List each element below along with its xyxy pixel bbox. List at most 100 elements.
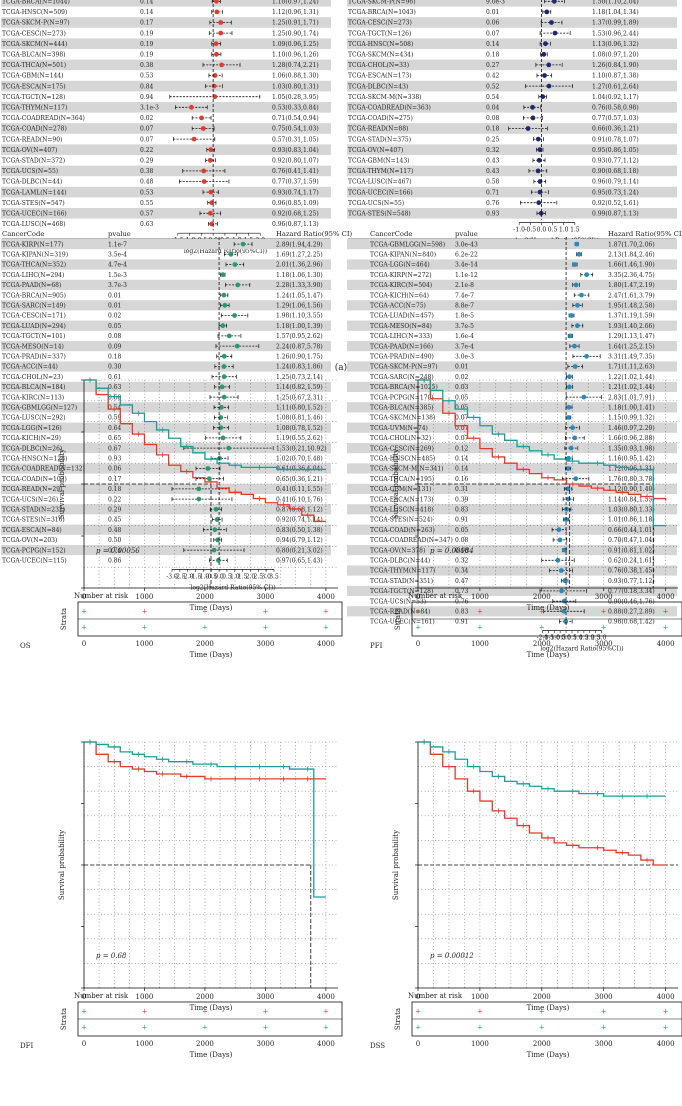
forest-row-band	[347, 102, 677, 113]
km-risk-mark: +	[477, 1008, 483, 1016]
forest-row-pvalue: 1.5e-3	[108, 272, 127, 279]
forest-row-hr: 0.99(0.87,1.13)	[592, 211, 639, 218]
forest-row-band	[347, 0, 677, 7]
forest-row-pvalue: 0.02	[455, 374, 469, 381]
forest-x-tick-label: 1.0	[573, 635, 583, 642]
forest-row-pvalue: 0.22	[108, 496, 122, 503]
forest-row-hr: 1.16(0.95,1.42)	[608, 456, 655, 463]
forest-point	[220, 272, 226, 278]
forest-row-band	[1, 80, 331, 92]
forest-row-hr: 0.80(0.21,3.02)	[276, 547, 323, 554]
km-risk-mark: +	[81, 624, 87, 632]
forest-row-code: TCGA-GBM(N=131)	[370, 486, 432, 493]
forest-row-hr: 1.24(0.83,1.86)	[276, 364, 323, 371]
forest-row-code: TCGA-GBM(N=144)	[2, 73, 64, 80]
forest-point	[552, 30, 558, 36]
forest-point	[573, 476, 579, 482]
forest-point	[556, 527, 562, 533]
km-y-label: Survival probability	[58, 449, 66, 519]
forest-row-band	[1, 402, 331, 413]
forest-row-pvalue: 0.01	[108, 303, 121, 310]
forest-row-hr: 1.04(0.92,1.17)	[592, 94, 639, 101]
figure-caption: (a)	[335, 362, 347, 373]
forest-row-band	[347, 38, 677, 49]
forest-point	[562, 547, 567, 553]
forest-point	[240, 241, 246, 247]
forest-row-code: TCGA-DLBC(N=43)	[348, 83, 408, 90]
forest-row-band	[347, 59, 677, 71]
forest-row-hr: 0.93(0.83,1.04)	[272, 147, 319, 154]
forest-point	[217, 455, 222, 461]
km-risk-mark: +	[663, 1008, 669, 1016]
forest-point	[214, 0, 219, 4]
forest-row-hr: 1.18(1.00,1.41)	[608, 405, 655, 412]
forest-row-hr: 1.10(0.87,1.38)	[592, 73, 639, 80]
forest-row-pvalue: 0.91	[455, 619, 468, 626]
forest-row-hr: 1.25(0.91,1.71)	[272, 20, 319, 27]
km-risk-x-tick-label: 0	[416, 1040, 420, 1048]
forest-row-code: TCGA-HNSC(N=485)	[370, 456, 435, 463]
forest-row-hr: 1.12(0.90,1.40)	[608, 486, 655, 493]
forest-row-pvalue: 0.06	[486, 20, 500, 27]
km-curve-series-1	[418, 379, 666, 527]
forest-point	[207, 157, 213, 163]
forest-row-pvalue: 0.12	[455, 445, 469, 452]
forest-row-band	[1, 17, 331, 28]
forest-point	[218, 20, 224, 25]
forest-row-code: TCGA-UVM(N=74)	[370, 425, 428, 432]
forest-row-hr: 0.93(0.77,1.12)	[608, 578, 655, 585]
forest-row-hr: 2.01(1.36,2.96)	[276, 262, 323, 269]
forest-x-tick-label: 0.5	[567, 635, 577, 642]
forest-row-hr: 1.10(0.97,1.24)	[272, 0, 319, 6]
forest-row-hr: 1.03(0.80,1.31)	[272, 83, 319, 90]
km-risk-ylabel: Strata	[394, 608, 402, 630]
forest-row-band	[1, 38, 331, 49]
forest-row-hr: 1.26(0.84,1.90)	[592, 62, 639, 69]
forest-row-code: TCGA-GBMLGG(N=127)	[2, 405, 77, 412]
forest-row-pvalue: 0.05	[455, 405, 469, 412]
forest-row-code: TCGA-STES(N=548)	[348, 211, 411, 218]
forest-row-hr: 2.24(0.87,5.78)	[276, 343, 323, 350]
forest-row-hr: 1.18(1.00,1.39)	[276, 323, 323, 330]
km-risk-mark: +	[142, 624, 148, 632]
km-x-tick-label: 3000	[257, 993, 275, 1001]
forest-row-band	[347, 279, 677, 290]
forest-point	[214, 9, 220, 15]
forest-row-hr: 1.53(0.96,2.44)	[592, 30, 639, 37]
forest-row-pvalue: 0.53	[140, 189, 154, 196]
forest-x-tick-label: 0.5	[548, 227, 558, 234]
forest-row-band	[1, 422, 331, 433]
forest-row-hr: 0.76(0.41,1.41)	[272, 168, 319, 175]
forest-row-code: TCGA-SKCM-P(N=97)	[370, 364, 438, 371]
forest-row-hr: 0.93(0.74,1.17)	[272, 189, 319, 196]
forest-row-band	[1, 524, 331, 535]
forest-row-hr: 1.22(1.02,1.44)	[608, 374, 655, 381]
forest-row-band	[347, 186, 677, 198]
forest-row-hr: 1.64(1.25,2.15)	[608, 343, 655, 350]
forest-x-label: log2(Hazard Ratio(95%CI))	[184, 248, 267, 255]
km-risk-mark: +	[202, 608, 208, 616]
forest-row-pvalue: 0.48	[108, 527, 122, 534]
forest-row-pvalue: 0.01	[486, 9, 499, 16]
km-risk-x-tick-label: 3000	[257, 1040, 275, 1048]
forest-row-code: TCGA-OV(N=378)	[370, 547, 425, 554]
forest-header-pvalue: pvalue	[108, 230, 131, 238]
forest-point	[196, 496, 202, 502]
km-curve-series-0	[418, 379, 667, 501]
forest-row-pvalue: 0.03	[455, 384, 469, 391]
forest-row-hr: 0.96(0.87,1.13)	[272, 221, 319, 228]
forest-row-hr: 1.66(0.96,2.88)	[608, 435, 655, 442]
forest-point	[564, 506, 569, 512]
forest-row-hr: 1.08(0.97,1.20)	[592, 52, 639, 59]
forest-row-hr: 1.25(0.90,1.74)	[272, 30, 319, 37]
forest-row-code: TCGA-CHOL(N=33)	[348, 62, 409, 69]
forest-row-hr: 0.75(0.54,1.03)	[272, 126, 319, 133]
km-pvalue: p = 0.68	[96, 952, 127, 960]
forest-row-pvalue: 0.53	[140, 73, 154, 80]
forest-row-hr: 1.12(0.96,1.31)	[272, 9, 319, 16]
forest-x-tick-label: -2.0	[182, 573, 194, 580]
forest-row-hr: 0.66(0.36,1.21)	[592, 126, 639, 133]
km-pvalue: p = 0.00056	[96, 547, 140, 555]
km-risk-mark: +	[323, 1024, 329, 1032]
forest-row-code: TCGA-SARC(N=149)	[2, 303, 66, 310]
